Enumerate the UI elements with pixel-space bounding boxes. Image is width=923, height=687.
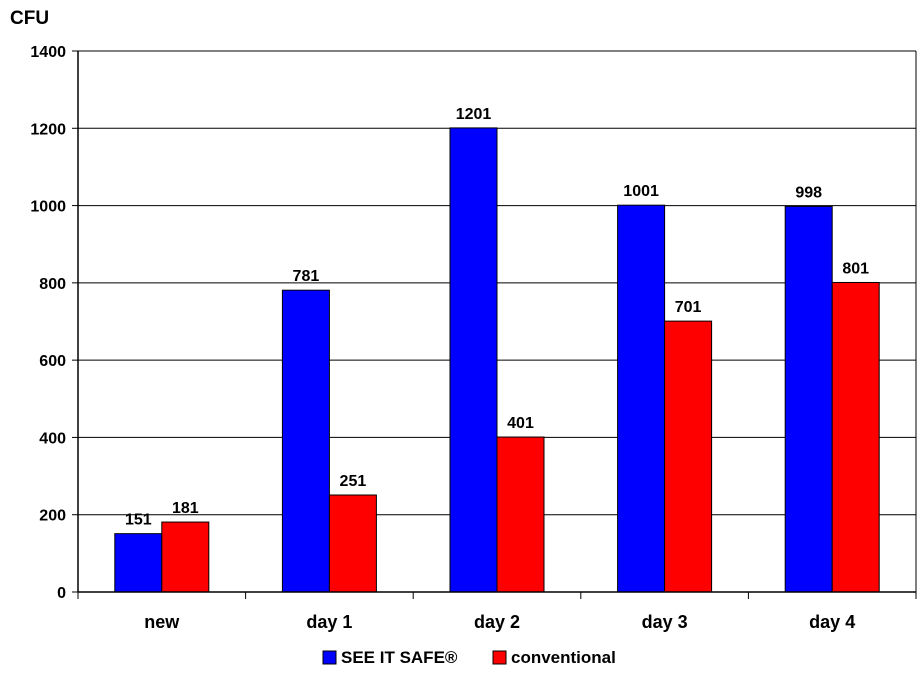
data-label: 1201 <box>456 106 492 123</box>
bar-see-it-safe <box>281 289 330 593</box>
bars <box>114 127 880 593</box>
y-tick-label: 600 <box>39 353 66 370</box>
data-label: 401 <box>507 415 534 432</box>
x-tick-label: day 3 <box>642 612 688 632</box>
y-tick-label: 1000 <box>30 199 66 216</box>
y-tick-label: 800 <box>39 276 66 293</box>
axes <box>72 50 917 599</box>
labels: 0 200 400 600 800 1000 1200 1400 151 181 new 781 251… <box>30 44 869 632</box>
bar-conventional <box>664 320 713 593</box>
y-tick-label: 0 <box>57 585 66 602</box>
legend: SEE IT SAFE® conventional <box>322 648 616 667</box>
legend-label: SEE IT SAFE® <box>341 648 458 667</box>
y-tick-label: 1400 <box>30 44 66 61</box>
data-label: 251 <box>340 473 367 490</box>
bar-conventional <box>161 521 210 593</box>
data-label: 781 <box>293 268 320 285</box>
bar-see-it-safe <box>114 533 163 593</box>
bar-conventional <box>831 281 880 593</box>
data-label: 998 <box>795 184 822 201</box>
y-axis-title: CFU <box>10 8 49 29</box>
data-label: 701 <box>675 299 702 316</box>
x-tick-label: day 4 <box>809 612 855 632</box>
data-label: 151 <box>125 512 152 529</box>
data-label: 1001 <box>623 183 659 200</box>
bar-see-it-safe <box>617 204 666 593</box>
data-label: 181 <box>172 500 199 517</box>
bar-see-it-safe <box>784 205 833 593</box>
x-tick-label: day 2 <box>474 612 520 632</box>
x-tick-label: day 1 <box>306 612 352 632</box>
y-tick-label: 200 <box>39 508 66 525</box>
y-tick-label: 400 <box>39 430 66 447</box>
bar-conventional <box>328 494 377 593</box>
y-tick-label: 1200 <box>30 121 66 138</box>
legend-label: conventional <box>511 648 616 667</box>
data-label: 801 <box>842 260 869 277</box>
legend-swatch <box>492 650 507 665</box>
legend-swatch <box>322 650 337 665</box>
bar-conventional <box>496 436 545 593</box>
bar-see-it-safe <box>449 127 498 593</box>
x-tick-label: new <box>144 612 180 632</box>
